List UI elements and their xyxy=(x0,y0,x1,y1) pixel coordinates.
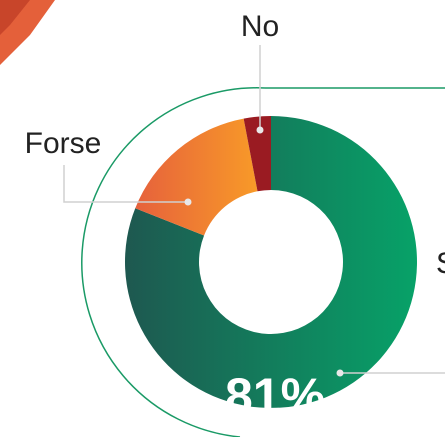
leader-dot xyxy=(184,198,192,206)
donut-segment xyxy=(124,116,418,409)
category-label: Sì xyxy=(436,247,445,280)
donut-segment xyxy=(135,118,258,236)
category-label: Forse xyxy=(25,127,102,160)
value-label: 81% xyxy=(225,368,325,424)
category-label: No xyxy=(241,10,279,43)
leader-dot xyxy=(336,369,344,377)
donut-segment xyxy=(243,116,271,192)
corner-decoration xyxy=(0,0,30,35)
leader-dot xyxy=(256,126,264,134)
outer-ring xyxy=(81,87,266,437)
leader-line xyxy=(63,165,188,203)
